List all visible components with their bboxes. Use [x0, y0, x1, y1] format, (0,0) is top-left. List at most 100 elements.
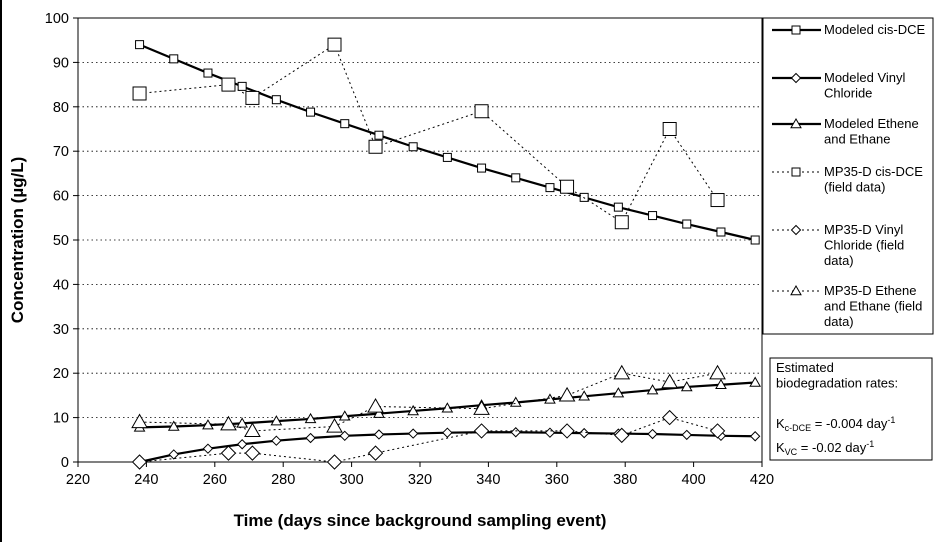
x-tick-label-380: 380	[613, 472, 637, 488]
series-4-point-10	[710, 193, 725, 208]
series-5-point-9	[661, 409, 678, 426]
rates-heading-line-2: biodegradation rates:	[776, 376, 898, 391]
series-4-point-7	[560, 179, 575, 194]
rate-k_vc-subscript: VC	[785, 447, 798, 457]
x-tick-label-280: 280	[271, 472, 295, 488]
series-3-point-14	[578, 390, 591, 401]
series-4-point-2	[221, 77, 236, 92]
rate-k_vc-symbol: K	[776, 440, 785, 455]
y-tick-label-20: 20	[53, 366, 69, 382]
series-3-point-6	[304, 412, 317, 424]
series-3-point-19	[749, 376, 762, 387]
series-4-point-5	[368, 139, 383, 154]
series-5-point-2	[220, 445, 237, 461]
series-5-point-7	[559, 423, 575, 439]
legend-box	[762, 17, 934, 335]
series-5-point-10	[709, 423, 726, 439]
series-3-point-9	[407, 404, 420, 416]
series-5	[131, 409, 726, 470]
series-3-point-15	[612, 387, 625, 398]
x-tick-label-260: 260	[203, 472, 227, 488]
series-1-point-19	[750, 235, 760, 245]
rate-k_dce-symbol: K	[776, 416, 785, 431]
series-2-point-5	[271, 435, 282, 446]
series-6-point-5	[367, 397, 384, 413]
legend-label-6-line-3: data)	[824, 314, 854, 329]
legend-swatch-marker-5	[790, 224, 802, 236]
series-3-point-13	[544, 393, 556, 404]
legend-swatch-marker-3	[790, 117, 802, 129]
series-2-point-7	[339, 430, 350, 442]
series-5-point-5	[367, 445, 384, 461]
y-tick-label-40: 40	[53, 277, 69, 293]
series-1-point-17	[682, 219, 692, 229]
series-6-point-9	[661, 373, 679, 389]
series-6-line	[139, 372, 718, 432]
legend-label-4-line-2: (field data)	[824, 180, 885, 195]
legend-label-6-line-1: MP35-D Ethene	[824, 283, 917, 298]
series-3-point-2	[167, 420, 180, 431]
series-3-point-16	[646, 384, 659, 395]
series-5-point-8	[614, 427, 630, 444]
legend-swatch-marker-2	[790, 72, 802, 84]
x-tick-label-420: 420	[750, 472, 774, 488]
series-1-point-18	[716, 227, 726, 237]
rate-k_dce-superscript: -1	[887, 415, 895, 425]
series-1-point-6	[306, 107, 316, 117]
series-2-point-14	[578, 427, 590, 439]
series-2-point-3	[202, 443, 214, 454]
series-1-point-12	[511, 173, 521, 183]
y-tick-label-0: 0	[61, 455, 69, 471]
series-6-point-1	[131, 413, 148, 429]
legend-label-6-line-2: and Ethane (field	[824, 299, 922, 314]
series-6-point-7	[558, 386, 576, 402]
series-3-point-3	[202, 419, 214, 430]
legend-label-3-line-2: and Ethane	[824, 132, 891, 147]
legend-swatch-marker-1	[791, 25, 801, 35]
series-1-point-8	[374, 130, 384, 140]
series-2-point-9	[407, 428, 419, 439]
series-2-point-6	[305, 432, 316, 444]
series-2	[134, 427, 761, 468]
legend-label-5-line-1: MP35-D Vinyl	[824, 222, 903, 237]
rate-k_vc-value: = -0.02 day	[797, 440, 867, 455]
y-tick-label-50: 50	[53, 233, 69, 249]
series-1	[135, 40, 760, 245]
y-tick-label-100: 100	[45, 11, 69, 27]
rate-k_vc: KVC = -0.02 day-1	[776, 439, 874, 457]
series-2-point-13	[544, 427, 556, 438]
legend-label-1-line-1: Modeled cis-DCE	[824, 22, 925, 37]
series-3-point-18	[715, 378, 727, 389]
series-1-point-13	[545, 183, 555, 193]
series-6-point-2	[220, 415, 237, 431]
series-group	[131, 37, 762, 470]
x-tick-label-400: 400	[681, 472, 705, 488]
grid-lines	[78, 17, 762, 419]
series-6-point-4	[326, 417, 343, 433]
series-1-point-15	[613, 202, 623, 212]
series-6-point-3	[244, 422, 261, 438]
axis-ticks: 0 10 20 30 40 50 60 70 80 90 100 220 240 260 280 300 320…	[45, 11, 774, 488]
y-tick-label-60: 60	[53, 189, 69, 205]
series-3-point-17	[680, 380, 693, 392]
series-1-point-5	[271, 95, 281, 105]
series-3-point-12	[509, 396, 522, 407]
series-3-point-8	[373, 407, 385, 418]
legend-swatch-marker-6	[790, 284, 802, 296]
rates-annotation-box	[769, 357, 933, 461]
series-5-point-4	[326, 454, 343, 470]
series-5-line	[139, 417, 718, 463]
series-4-point-9	[662, 122, 677, 136]
series-1-point-3	[203, 68, 213, 78]
y-axis-title: Concentration (µg/L)	[8, 157, 27, 324]
series-2-point-17	[681, 429, 692, 441]
x-tick-label-220: 220	[66, 472, 90, 488]
series-5-point-3	[244, 445, 261, 461]
y-tick-label-30: 30	[53, 322, 69, 338]
